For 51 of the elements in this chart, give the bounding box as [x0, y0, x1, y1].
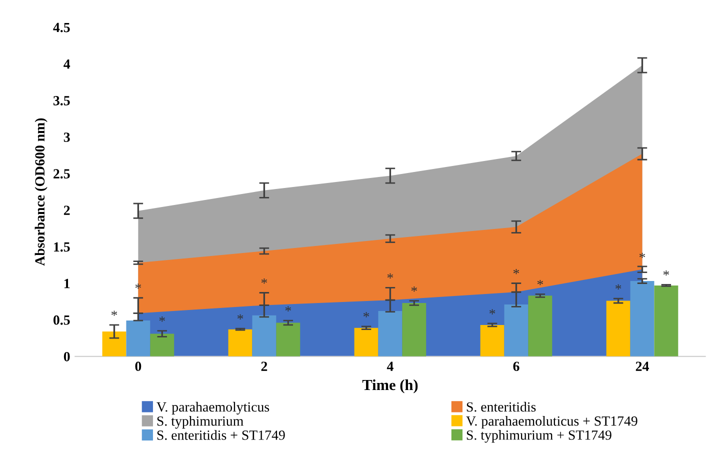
- y-tick-label: 2.5: [54, 169, 70, 179]
- x-tick-label: 4: [386, 362, 394, 371]
- bar: [150, 334, 174, 356]
- y-tick-label: 3.5: [53, 96, 70, 106]
- bar: [504, 304, 528, 356]
- data-label: *: [285, 306, 291, 312]
- legend-label: V. parahaemoluticus + ST1749: [466, 416, 638, 429]
- y-tick-label: 0.5: [53, 315, 70, 325]
- legend-label: S. typhimurium + ST1749: [466, 430, 612, 443]
- data-label: *: [363, 312, 370, 318]
- x-tick-label: 24: [636, 362, 649, 371]
- data-label: *: [537, 280, 543, 286]
- bar: [480, 324, 504, 356]
- data-label: *: [111, 310, 118, 316]
- legend-label: S. typhimurium: [157, 416, 244, 429]
- bar: [606, 300, 630, 356]
- x-tick-label: 6: [513, 362, 520, 372]
- y-tick-label: 1: [64, 278, 70, 288]
- data-label: *: [490, 309, 496, 314]
- legend-label: S. enteritidis: [466, 402, 536, 412]
- bar: [402, 302, 426, 356]
- legend-label: S. enteritidis + ST1749: [157, 430, 285, 440]
- y-tick-label: 0: [64, 352, 70, 362]
- data-label: *: [513, 269, 520, 274]
- data-label: *: [616, 284, 622, 290]
- bar: [102, 332, 126, 356]
- data-label: *: [663, 270, 670, 276]
- y-tick-label: 1.5: [54, 242, 70, 252]
- data-label: *: [237, 314, 244, 320]
- bar: [528, 296, 552, 356]
- y-tick-label: 4.5: [53, 22, 70, 32]
- y-tick-label: 3: [64, 132, 70, 142]
- bar: [228, 329, 252, 356]
- bar: [126, 320, 150, 356]
- bar: [630, 281, 654, 356]
- bar: [354, 328, 378, 356]
- bar: [654, 285, 678, 356]
- y-tick-label: 2: [64, 206, 70, 215]
- y-axis-title: Absorbance (OD600 nm): [34, 118, 48, 266]
- bar: [378, 311, 402, 356]
- bar: [252, 315, 276, 356]
- bar: [276, 322, 300, 356]
- data-label: *: [261, 278, 268, 284]
- y-tick-label: 4: [64, 59, 70, 69]
- data-label: *: [159, 316, 165, 322]
- x-tick-label: 2: [261, 362, 268, 371]
- data-label: *: [387, 273, 394, 278]
- x-tick-label: 0: [135, 362, 142, 372]
- legend-label: V. parahaemolyticus: [156, 402, 270, 415]
- data-label: *: [411, 286, 417, 292]
- x-axis-title: Time (h): [362, 379, 418, 394]
